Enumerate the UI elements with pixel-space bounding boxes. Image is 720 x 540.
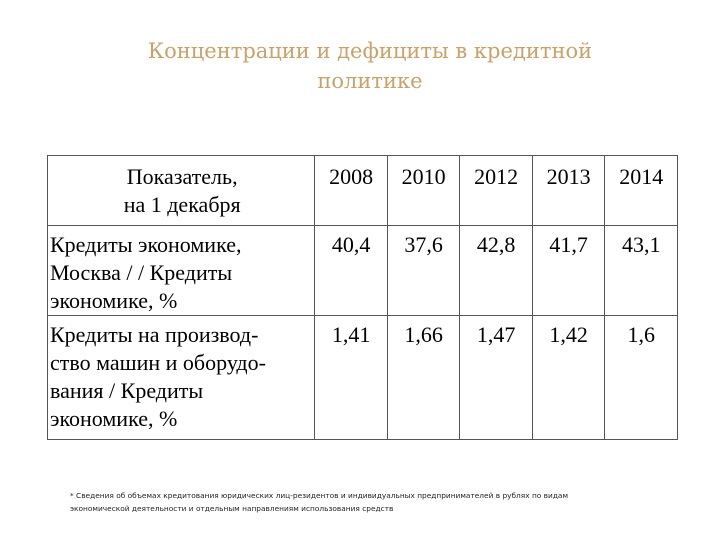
row-label-cell: Кредиты экономике, Москва / / Кредиты эк…: [46, 225, 316, 316]
row-label-line: Кредиты экономике,: [50, 232, 242, 257]
value-cell: 41,7: [531, 225, 606, 316]
row-label-cell: Кредиты на производ- ство машин и оборуд…: [46, 315, 316, 440]
header-label-line-2: на 1 декабря: [123, 192, 241, 217]
row-label-line: Кредиты на производ-: [50, 322, 259, 347]
year-header-cell: 2008: [314, 155, 388, 226]
indicators-table: Показатель, на 1 декабря 2008 2010 2012 …: [46, 155, 678, 440]
row-label-line: Москва / / Кредиты: [50, 260, 233, 285]
title-line-2: политике: [317, 69, 423, 93]
value-cell: 1,41: [314, 315, 388, 440]
row-label-line: экономике, %: [50, 288, 178, 313]
value-cell: 37,6: [386, 225, 461, 316]
year-header-cell: 2013: [531, 155, 606, 226]
value-cell: 40,4: [314, 225, 388, 316]
table-row: Кредиты на производ- ство машин и оборуд…: [46, 315, 678, 440]
footnote: * Сведения об объемах кредитования юриди…: [70, 489, 670, 515]
title-line-1: Концентрации и дефициты в кредитной: [147, 39, 593, 63]
value-cell: 42,8: [459, 225, 533, 316]
header-label-line-1: Показатель,: [126, 164, 238, 189]
row-label-line: ство машин и оборудо-: [50, 350, 266, 375]
value-cell: 1,66: [386, 315, 461, 440]
year-header-cell: 2012: [459, 155, 533, 226]
value-cell: 43,1: [604, 225, 678, 316]
footnote-line-2: экономической деятельности и отдельным н…: [70, 504, 394, 513]
table-header-row: Показатель, на 1 декабря 2008 2010 2012 …: [46, 155, 678, 226]
page-title: Концентрации и дефициты в кредитной поли…: [0, 36, 720, 96]
header-label-cell: Показатель, на 1 декабря: [46, 155, 316, 226]
year-header-cell: 2010: [386, 155, 461, 226]
year-header-cell: 2014: [604, 155, 678, 226]
value-cell: 1,42: [531, 315, 606, 440]
row-label-line: вания / Кредиты: [50, 378, 204, 403]
value-cell: 1,47: [459, 315, 533, 440]
footnote-line-1: * Сведения об объемах кредитования юриди…: [70, 491, 569, 500]
value-cell: 1,6: [604, 315, 678, 440]
table-row: Кредиты экономике, Москва / / Кредиты эк…: [46, 225, 678, 316]
row-label-line: экономике, %: [50, 406, 178, 431]
